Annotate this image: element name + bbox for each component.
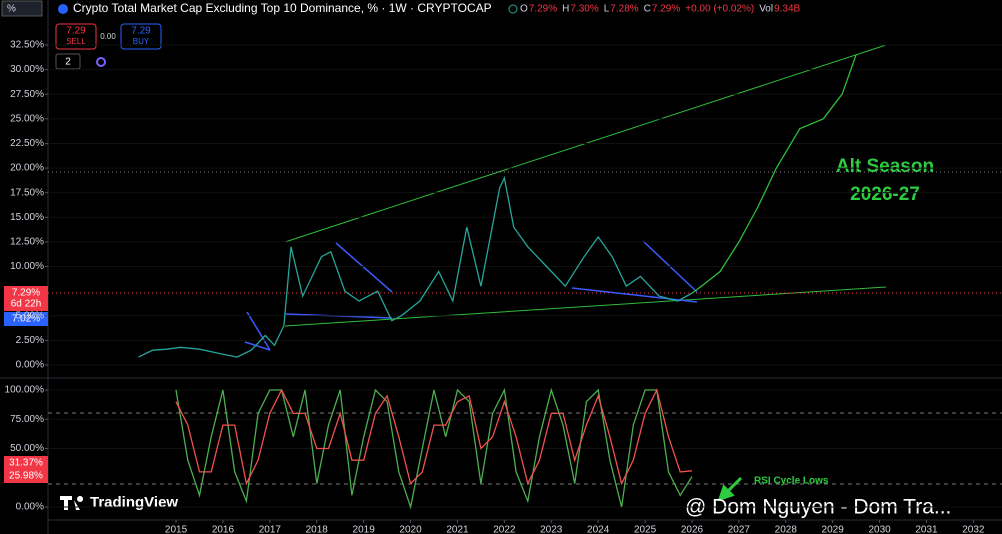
symbol-box[interactable] [1, 0, 43, 17]
ohlc-label: C [644, 4, 651, 15]
x-tick-label: 2022 [493, 525, 516, 534]
ohlc-value: 7.29% [529, 4, 557, 15]
x-tick-label: 2019 [353, 525, 376, 534]
y-tick-label: 27.50% [10, 89, 44, 100]
x-tick-label: 2016 [212, 525, 235, 534]
y-tick-label: 0.00% [16, 360, 44, 371]
rsi-value-b: 25.98% [9, 471, 43, 482]
x-tick-label: 2025 [634, 525, 657, 534]
ohlc: O 7.29% H 7.30% L 7.28% C 7.29% +0.00 (+0.02%) Vo… [520, 4, 801, 15]
rsi-label-box [4, 456, 48, 483]
x-tick-label: 2028 [775, 525, 798, 534]
buy-label: BUY [133, 37, 150, 46]
series-line [175, 388, 693, 486]
buy-price: 7.29 [131, 26, 151, 37]
y-tick-label: 15.00% [10, 212, 44, 223]
ohlc-value: 7.30% [570, 4, 598, 15]
countdown: 6d 22h [11, 299, 42, 310]
channel-bottom [284, 286, 887, 327]
layers-button[interactable] [55, 53, 81, 70]
sell-price: 7.29 [66, 26, 86, 37]
x-tick-label: 2015 [165, 525, 188, 534]
sell-label: SELL [66, 37, 86, 46]
arrow [717, 476, 743, 502]
x-tick-label: 2032 [962, 525, 985, 534]
line-price-box [4, 312, 48, 326]
x-tick-label: 2030 [868, 525, 891, 534]
last-price-box [4, 286, 48, 311]
y-tick-label: 10.00% [10, 261, 44, 272]
x-tick-label: 2026 [681, 525, 704, 534]
y-tick-label: 12.50% [10, 237, 44, 248]
brand: TradingView [90, 494, 178, 511]
series-line [691, 54, 857, 294]
x-tick-label: 2029 [822, 525, 845, 534]
x-tick-label: 2021 [446, 525, 469, 534]
y-tick-label: 22.50% [10, 138, 44, 149]
series-line [175, 387, 693, 510]
y-tick-label: 25.00% [10, 113, 44, 124]
y-tick-label: 32.50% [10, 40, 44, 51]
ohlc-label: O [520, 4, 528, 15]
ohlc-value: 9.34B [774, 4, 800, 15]
y-tick-label: 75.00% [10, 414, 44, 425]
y-tick-label: 0.00% [16, 502, 44, 513]
last-price: 7.29% [12, 288, 40, 299]
brand-logo [60, 496, 84, 510]
header-title: Crypto Total Market Cap Excluding Top 10… [73, 1, 492, 15]
symbol-box-text: % [7, 4, 16, 15]
layers-count: 2 [65, 57, 71, 68]
annotation: Alt Season [836, 156, 934, 177]
status-dot [508, 4, 518, 14]
line-price: 7.02% [12, 314, 40, 325]
y-tick-label: 17.50% [10, 187, 44, 198]
x-tick-label: 2017 [259, 525, 282, 534]
y-tick-label: 2.50% [16, 335, 44, 346]
series-line [138, 175, 693, 358]
sell-button[interactable] [55, 23, 97, 50]
y-tick-label: 5.00% [16, 310, 44, 321]
x-tick-label: 2024 [587, 525, 610, 534]
ohlc-label: L [604, 4, 610, 15]
buy-button[interactable] [120, 23, 162, 50]
ohlc-label: H [562, 4, 569, 15]
ohlc-value: 7.28% [610, 4, 638, 15]
rsi-value-a: 31.37% [9, 458, 43, 469]
y-tick-label: 30.00% [10, 64, 44, 75]
ohlc-label: Vol [759, 4, 773, 15]
indicator-icon[interactable] [96, 57, 106, 67]
y-tick-label: 50.00% [10, 443, 44, 454]
x-tick-label: 2031 [915, 525, 938, 534]
ohlc-value: +0.00 (+0.02%) [685, 4, 754, 15]
spread: 0.00 [100, 32, 116, 41]
x-tick-label: 2027 [728, 525, 751, 534]
annotation: RSI Cycle Lows [754, 476, 829, 487]
y-tick-label: 20.00% [10, 163, 44, 174]
annotation: 2026-27 [850, 184, 920, 205]
x-tick-label: 2023 [540, 525, 563, 534]
ohlc-value: 7.29% [652, 4, 680, 15]
x-tick-label: 2020 [399, 525, 422, 534]
x-tick-label: 2018 [306, 525, 329, 534]
symbol-icon [58, 4, 68, 14]
y-tick-label: 100.00% [5, 385, 45, 396]
